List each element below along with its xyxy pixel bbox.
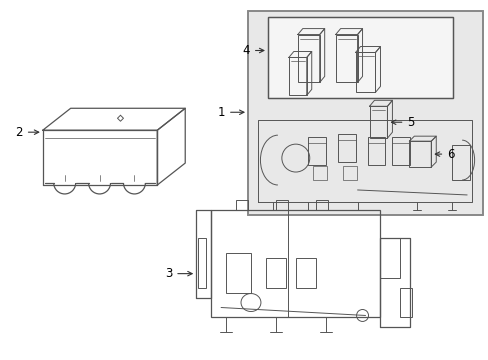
Bar — [342, 166, 356, 180]
Bar — [355, 53, 375, 92]
Bar — [225, 253, 250, 293]
Text: 6: 6 — [434, 148, 454, 161]
Bar — [408, 141, 430, 167]
Bar — [312, 166, 326, 180]
Bar — [211, 210, 380, 318]
Bar — [392, 137, 409, 165]
Bar — [198, 238, 206, 288]
Bar — [307, 137, 325, 165]
Bar — [400, 288, 411, 318]
Bar — [247, 11, 482, 215]
Text: 3: 3 — [164, 267, 192, 280]
Bar — [247, 11, 482, 215]
Bar — [380, 238, 400, 278]
Bar — [335, 35, 357, 82]
Text: 4: 4 — [242, 44, 264, 57]
Bar — [315, 200, 327, 210]
Text: 1: 1 — [217, 106, 244, 119]
Bar — [295, 258, 315, 288]
Bar — [275, 200, 287, 210]
Bar — [236, 200, 247, 210]
Bar — [297, 35, 319, 82]
Bar — [265, 258, 285, 288]
Bar — [288, 58, 306, 95]
Bar — [267, 17, 452, 98]
Bar — [369, 106, 386, 138]
Bar — [451, 145, 469, 180]
Text: 5: 5 — [391, 116, 414, 129]
Bar — [267, 17, 452, 98]
Text: 2: 2 — [15, 126, 39, 139]
Bar — [367, 137, 385, 165]
Bar — [337, 134, 355, 162]
